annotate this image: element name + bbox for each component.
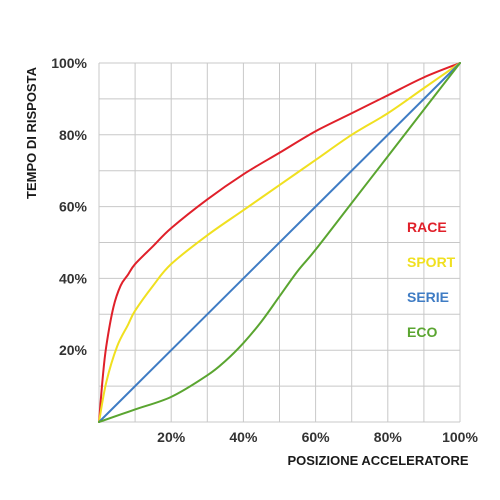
- series-line-race: [98, 62, 461, 423]
- x-tick-label: 40%: [229, 429, 258, 445]
- legend-label-serie: SERIE: [407, 289, 449, 305]
- legend-label-sport: SPORT: [407, 254, 456, 270]
- series-line-eco: [98, 62, 461, 423]
- x-tick-label: 100%: [442, 429, 478, 445]
- grid: [98, 62, 461, 423]
- legend: RACE SPORT SERIE ECO: [407, 219, 456, 340]
- y-tick-label: 80%: [59, 127, 88, 143]
- series-line-serie: [98, 62, 461, 423]
- y-tick-label: 40%: [59, 270, 88, 286]
- series-lines: [98, 62, 461, 423]
- y-tick-label: 100%: [51, 55, 87, 71]
- legend-label-race: RACE: [407, 219, 447, 235]
- x-tick-label: 60%: [302, 429, 331, 445]
- series-line-sport: [98, 62, 461, 423]
- x-axis-title: POSIZIONE ACCELERATORE: [287, 453, 468, 468]
- x-tick-label: 80%: [374, 429, 403, 445]
- y-tick-label: 60%: [59, 199, 88, 215]
- legend-label-eco: ECO: [407, 324, 437, 340]
- x-tick-label: 20%: [157, 429, 186, 445]
- y-tick-label: 20%: [59, 342, 88, 358]
- x-tick-labels: 20% 40% 60% 80% 100%: [157, 429, 478, 445]
- y-tick-labels: 20% 40% 60% 80% 100%: [51, 55, 87, 358]
- y-axis-title: TEMPO DI RISPOSTA: [24, 66, 39, 199]
